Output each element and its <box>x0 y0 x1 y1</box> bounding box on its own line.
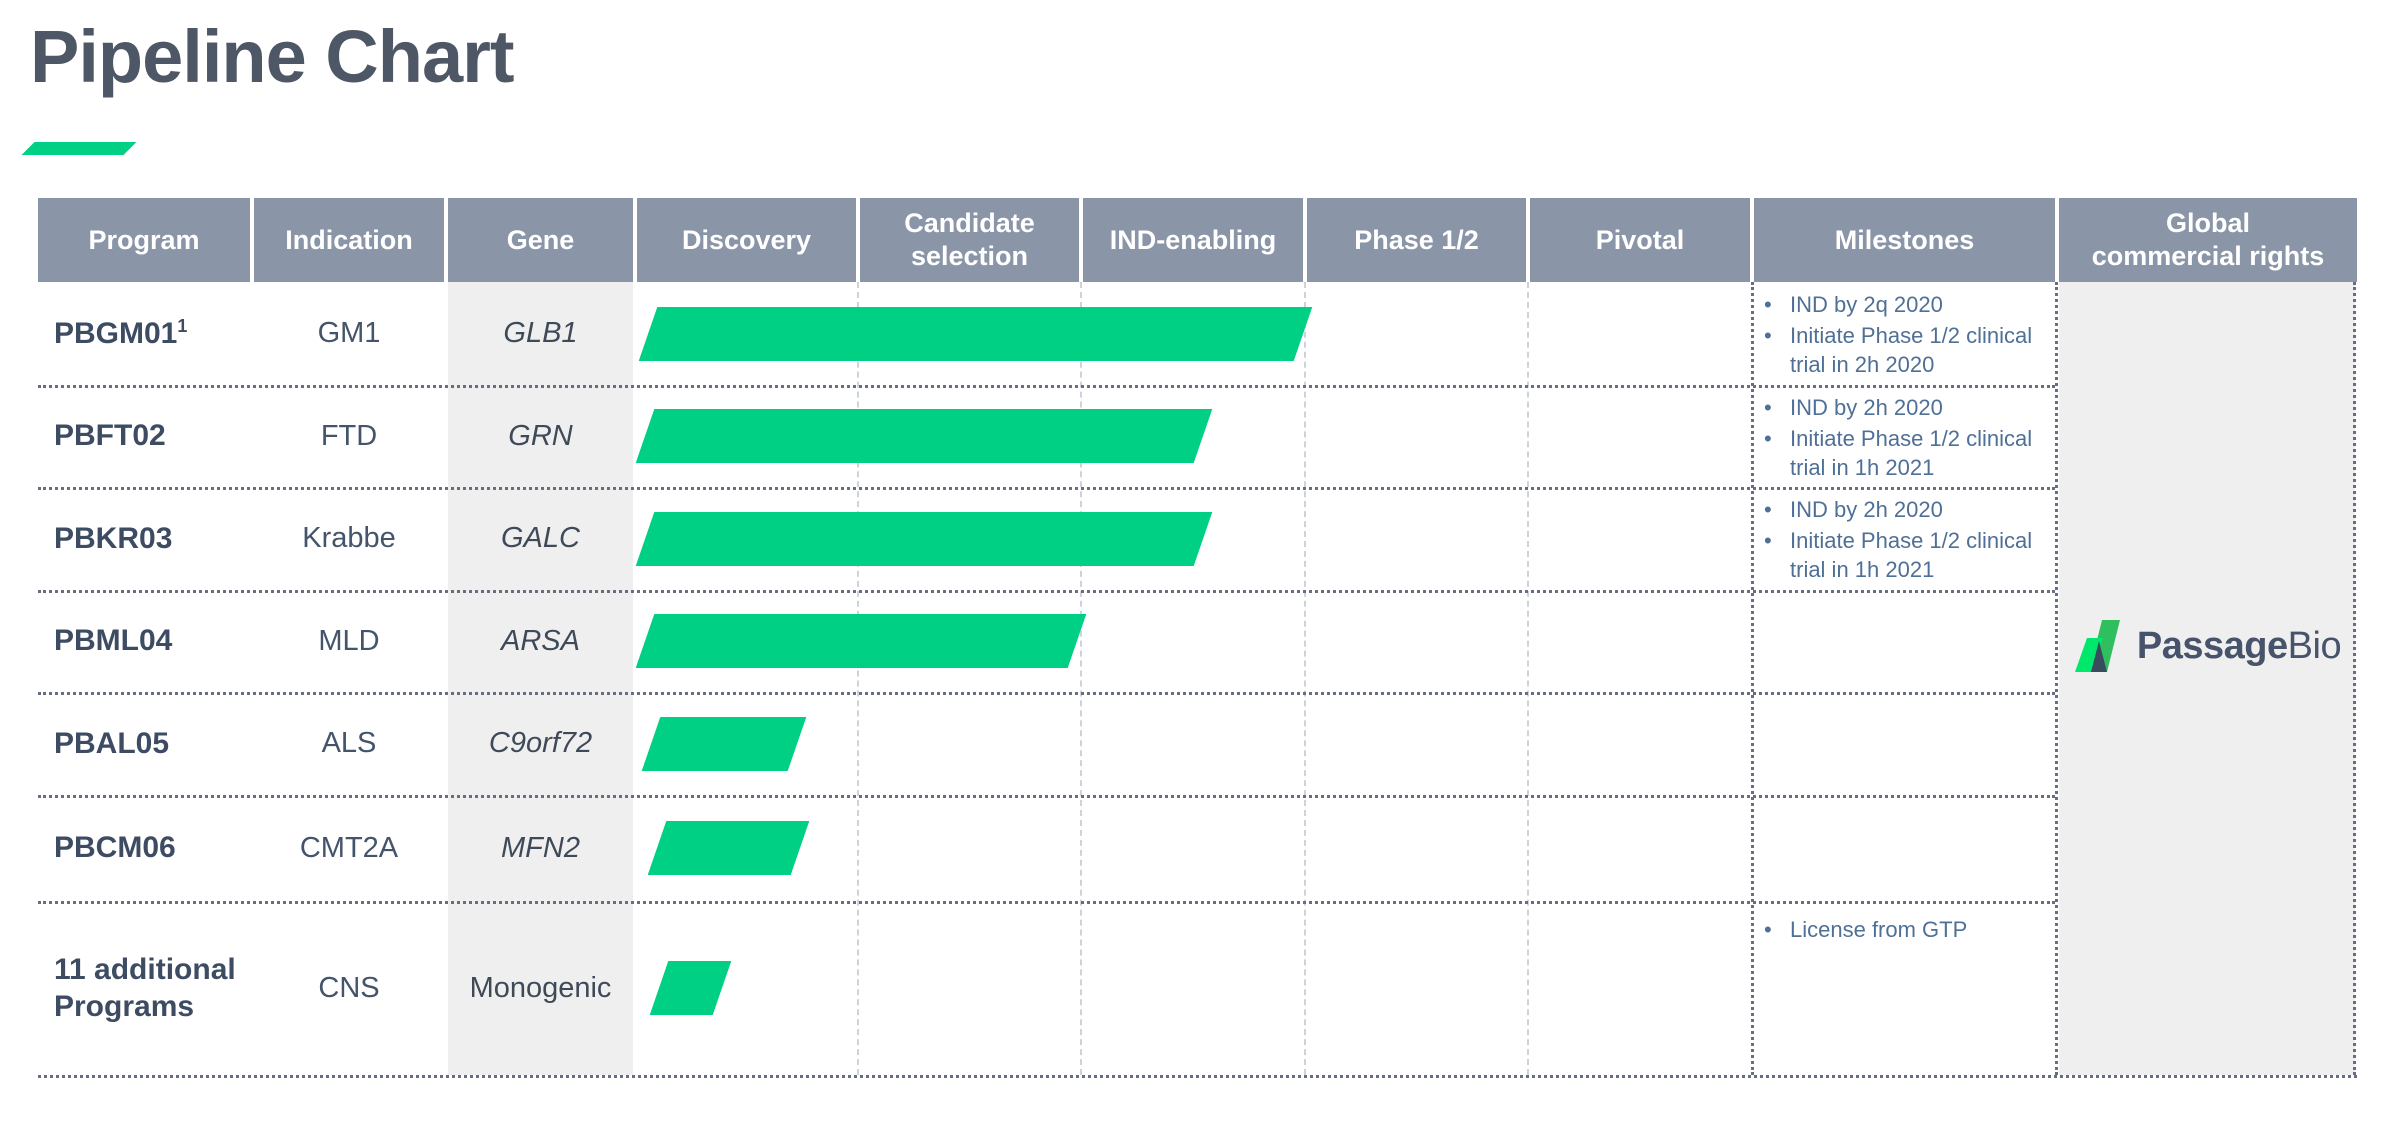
milestone-item: Initiate Phase 1/2 clinical trial in 1h … <box>1754 424 2056 482</box>
logo-word-bio: Bio <box>2287 624 2342 667</box>
table-header-row: Program Indication Gene Discovery Candid… <box>38 198 2357 282</box>
row-separator <box>38 692 2055 695</box>
program-name: PBML04 <box>54 624 173 658</box>
indication: MLD <box>318 624 380 657</box>
program-name: 11 additional Programs <box>54 952 236 1024</box>
progress-bar <box>638 306 1313 361</box>
column-header-global-rights: Global commercial rights <box>2059 198 2357 282</box>
passage-bio-logo: PassageBio <box>2062 606 2354 686</box>
gene: GALC <box>501 522 580 554</box>
progress-bar <box>635 614 1087 668</box>
column-header-gene: Gene <box>448 198 633 282</box>
gene: GLB1 <box>503 317 578 349</box>
row-separator <box>38 590 2055 593</box>
page-title: Pipeline Chart <box>30 15 515 98</box>
row-separator <box>38 901 2055 904</box>
milestone-item: IND by 2q 2020 <box>1754 290 2056 319</box>
program-name: PBCM06 <box>54 831 176 865</box>
stage-divider-ind-phase12 <box>1304 282 1306 1075</box>
table-right-border <box>2353 282 2356 1075</box>
milestones-list: IND by 2h 2020 Initiate Phase 1/2 clinic… <box>1754 495 2056 586</box>
passage-bio-logo-text: PassageBio <box>2136 624 2342 668</box>
program-name: PBGM011 <box>54 315 188 350</box>
indication: ALS <box>321 727 377 759</box>
gene: GRN <box>508 419 573 452</box>
milestones-list: IND by 2q 2020 Initiate Phase 1/2 clinic… <box>1754 290 2056 381</box>
milestone-item: IND by 2h 2020 <box>1754 495 2056 524</box>
milestones-column-left-border <box>1751 282 1754 1075</box>
progress-bar <box>649 961 732 1015</box>
title-accent-underline <box>21 142 137 155</box>
gene: MFN2 <box>501 831 580 864</box>
logo-word-passage: Passage <box>2136 624 2288 667</box>
milestones-list: IND by 2h 2020 Initiate Phase 1/2 clinic… <box>1754 393 2056 484</box>
column-header-phase-1-2: Phase 1/2 <box>1307 198 1526 282</box>
gene: ARSA <box>501 624 580 657</box>
column-header-discovery: Discovery <box>637 198 856 282</box>
global-rights-column-shading <box>2059 282 2355 1075</box>
progress-bar <box>635 409 1213 463</box>
table-row: PBFT02 FTD GRN IND by 2h 2020 Initiate P… <box>38 385 2357 487</box>
row-separator <box>38 385 2055 388</box>
indication: GM1 <box>317 317 381 349</box>
table-row: PBML04 MLD ARSA <box>38 590 2357 692</box>
passage-bio-logo-mark <box>2074 620 2120 672</box>
program-name: PBAL05 <box>54 726 170 760</box>
indication: FTD <box>320 419 378 452</box>
indication: CMT2A <box>299 831 399 864</box>
column-header-candidate-selection: Candidate selection <box>860 198 1079 282</box>
table-row: PBCM06 CMT2A MFN2 <box>38 795 2357 901</box>
progress-bar <box>635 511 1213 566</box>
milestone-item: Initiate Phase 1/2 clinical trial in 2h … <box>1754 321 2056 379</box>
milestone-item: Initiate Phase 1/2 clinical trial in 1h … <box>1754 526 2056 584</box>
column-header-indication: Indication <box>254 198 444 282</box>
indication: CNS <box>318 971 380 1004</box>
program-name: PBKR03 <box>54 521 173 555</box>
program-name: PBFT02 <box>54 419 166 453</box>
indication: Krabbe <box>302 522 396 554</box>
milestones-list: License from GTP <box>1754 915 2056 946</box>
progress-bar <box>641 716 807 771</box>
column-header-ind-enabling: IND-enabling <box>1083 198 1303 282</box>
footnote-marker: 1 <box>177 315 188 336</box>
milestones-column-right-border <box>2055 282 2058 1075</box>
gene-column-shading <box>448 282 633 1075</box>
milestone-item: IND by 2h 2020 <box>1754 393 2056 422</box>
gene: C9orf72 <box>488 727 593 759</box>
table-row: 11 additional Programs CNS Monogenic Lic… <box>38 901 2357 1075</box>
row-separator <box>38 795 2055 798</box>
table-row: PBGM011 GM1 GLB1 IND by 2q 2020 Initiate… <box>38 282 2357 385</box>
column-header-program: Program <box>38 198 250 282</box>
milestone-item: License from GTP <box>1754 915 2056 944</box>
row-separator <box>38 487 2055 490</box>
stage-divider-discovery-candidate <box>857 282 859 1075</box>
column-header-pivotal: Pivotal <box>1530 198 1750 282</box>
gene: Monogenic <box>469 971 612 1004</box>
table-bottom-border <box>38 1075 2357 1078</box>
column-header-milestones: Milestones <box>1754 198 2055 282</box>
stage-divider-candidate-ind <box>1080 282 1082 1075</box>
progress-bar <box>647 821 810 875</box>
table-row: PBAL05 ALS C9orf72 <box>38 692 2357 795</box>
table-row: PBKR03 Krabbe GALC IND by 2h 2020 Initia… <box>38 487 2357 590</box>
stage-divider-phase12-pivotal <box>1527 282 1529 1075</box>
